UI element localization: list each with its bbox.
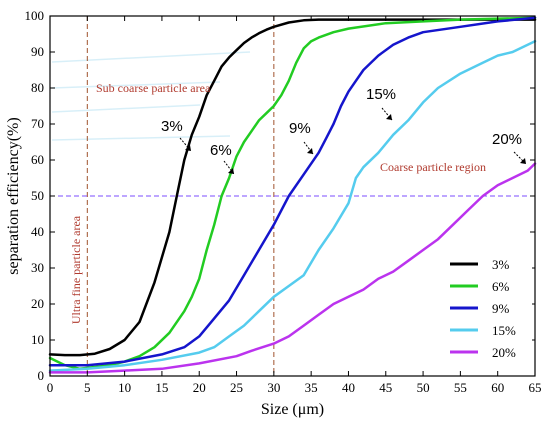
x-tick-label: 45 <box>379 380 392 395</box>
annotation-arrowhead <box>386 114 392 120</box>
y-tick-label: 60 <box>31 152 44 167</box>
x-tick-label: 35 <box>305 380 318 395</box>
y-tick-label: 10 <box>31 332 44 347</box>
series-line-15pct <box>48 39 537 372</box>
background-streak <box>51 135 231 141</box>
legend: 3% 6% 9% 15% 20% <box>440 250 532 360</box>
series-annotation-3pct: 3% <box>161 118 183 135</box>
legend-label-6pct: 6% <box>492 279 510 294</box>
annotation-arrowhead <box>185 145 191 151</box>
legend-label-20pct: 20% <box>492 345 516 360</box>
legend-background <box>440 250 532 356</box>
annotation-arrowhead <box>307 148 313 154</box>
annotation-arrowhead <box>228 168 234 174</box>
annotation-arrowhead <box>520 158 526 164</box>
annotation-arrow <box>223 160 235 175</box>
region-label-coarse: Coarse particle region <box>380 160 486 174</box>
y-tick-label: 50 <box>31 188 44 203</box>
x-tick-label: 40 <box>342 380 355 395</box>
region-label-ultra-fine: Ultra fine particle area <box>69 215 83 324</box>
legend-label-9pct: 9% <box>492 301 510 316</box>
y-tick-label: 100 <box>25 8 45 23</box>
labels-layer: Size (μm) separation efficiency(%) Sub c… <box>5 81 522 418</box>
series-line-3pct <box>48 18 537 357</box>
x-tick-label: 10 <box>118 380 131 395</box>
series-annotation-6pct: 6% <box>210 142 232 159</box>
background-streak <box>51 51 251 63</box>
axes-layer: 0 5 10 15 20 25 30 35 40 45 50 55 60 65 0 10 20 30 40 50 60 7… <box>25 8 542 395</box>
legend-label-3pct: 3% <box>492 257 510 272</box>
series-annotation-20pct: 20% <box>492 131 522 148</box>
x-tick-label: 50 <box>417 380 430 395</box>
y-tick-label: 80 <box>31 80 44 95</box>
y-tick-label: 90 <box>31 44 44 59</box>
x-tick-label: 55 <box>454 380 467 395</box>
x-tick-label: 25 <box>230 380 243 395</box>
x-tick-label: 0 <box>47 380 54 395</box>
series-annotation-9pct: 9% <box>289 120 311 137</box>
annotation-arrow <box>381 107 393 121</box>
background-streak <box>51 104 201 113</box>
background-streak <box>51 81 221 89</box>
series-line-20pct <box>48 162 537 374</box>
x-tick-label: 65 <box>529 380 542 395</box>
y-tick-label: 40 <box>31 224 44 239</box>
y-axis-label: separation efficiency(%) <box>5 117 22 274</box>
x-axis-label: Size (μm) <box>261 401 324 418</box>
x-tick-label: 15 <box>155 380 168 395</box>
x-tick-label: 5 <box>84 380 91 395</box>
x-tick-label: 60 <box>491 380 504 395</box>
y-tick-label: 30 <box>31 260 44 275</box>
x-tick-label: 20 <box>193 380 206 395</box>
series-line-9pct <box>48 16 537 367</box>
series-annotation-15pct: 15% <box>366 86 396 103</box>
y-tick-label: 0 <box>38 368 45 383</box>
plot-layer <box>48 16 537 376</box>
legend-label-15pct: 15% <box>492 323 516 338</box>
region-label-sub-coarse: Sub coarse particle area <box>96 81 211 95</box>
y-tick-label: 20 <box>31 296 44 311</box>
x-tick-label: 30 <box>267 380 280 395</box>
y-tick-label: 70 <box>31 116 44 131</box>
